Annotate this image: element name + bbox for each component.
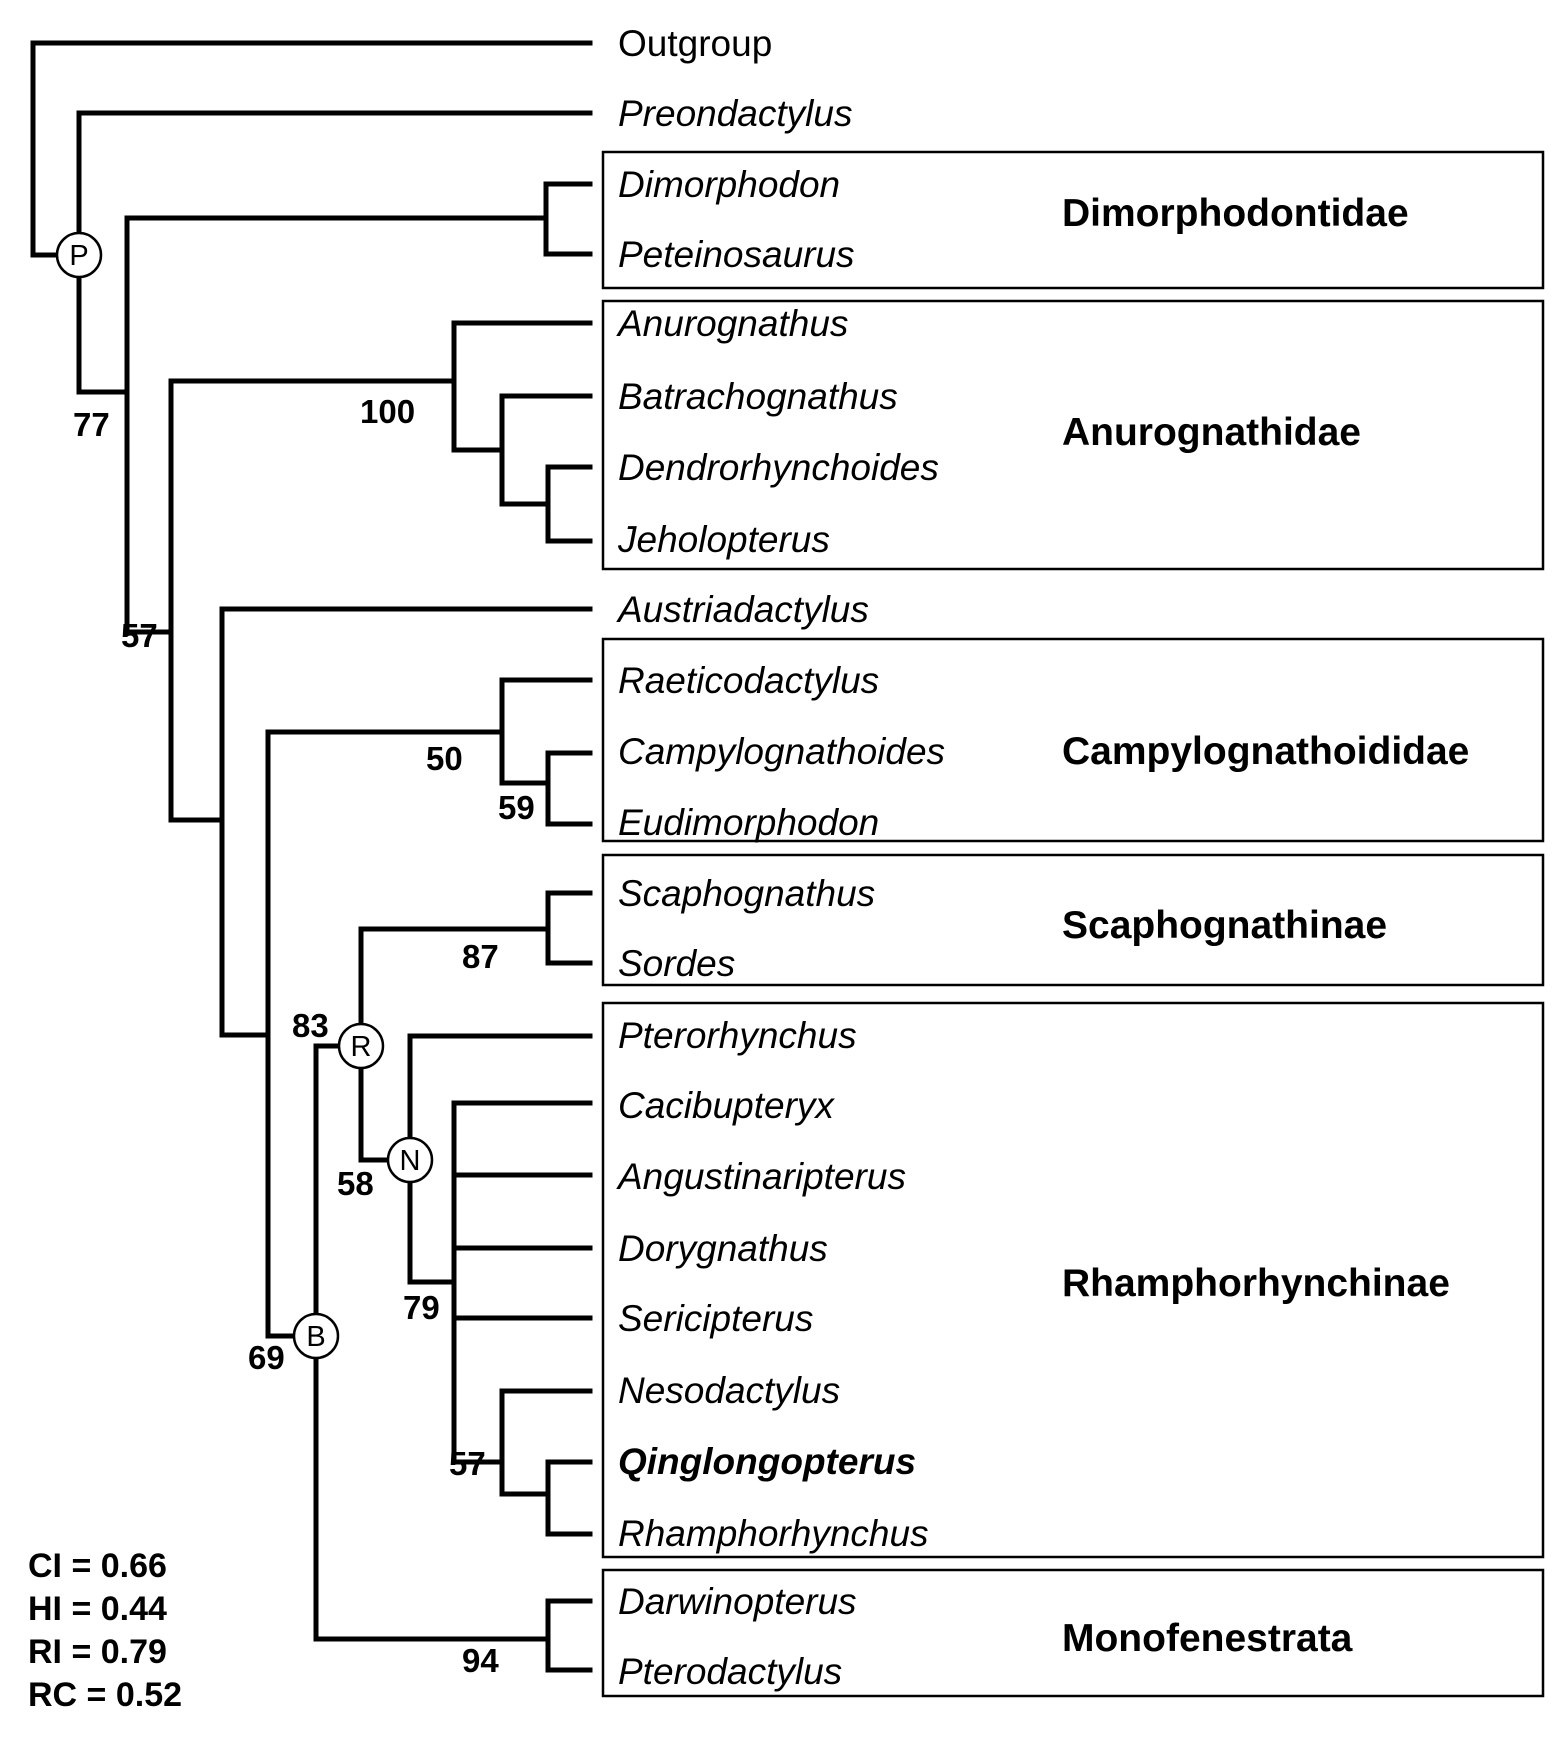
taxon-outgroup: Outgroup (618, 23, 772, 64)
taxon-eudimorphodon: Eudimorphodon (618, 802, 879, 843)
taxon-dendrorhynchoides: Dendrorhynchoides (618, 447, 939, 488)
clade-box-rhamphorhynchinae (601, 1001, 1545, 1559)
stat-rc: RC = 0.52 (28, 1676, 182, 1714)
stat-ri: RI = 0.79 (28, 1633, 167, 1671)
clade-label-dimorphodontidae: Dimorphodontidae (1062, 192, 1409, 235)
taxon-anurognathus: Anurognathus (616, 303, 848, 344)
clade-label-campylognathoididae: Campylognathoididae (1062, 730, 1469, 773)
taxon-labels: Outgroup Preondactylus Dimorphodon Petei… (616, 23, 945, 1692)
stat-ci: CI = 0.66 (28, 1547, 167, 1585)
clade-box-scaphognathinae (601, 853, 1545, 987)
taxon-pterorhynchus: Pterorhynchus (618, 1015, 857, 1056)
support-83: 83 (292, 1007, 329, 1044)
support-69: 69 (248, 1339, 285, 1376)
support-79: 79 (403, 1289, 440, 1326)
taxon-raeticodactylus: Raeticodactylus (618, 660, 879, 701)
taxon-angustinaripterus: Angustinaripterus (616, 1156, 906, 1197)
support-77: 77 (73, 406, 110, 443)
node-label-r: R (351, 1031, 372, 1063)
taxon-sericipterus: Sericipterus (618, 1298, 813, 1339)
clade-box-dimorphodontidae (601, 150, 1545, 290)
taxon-dimorphodon: Dimorphodon (618, 164, 840, 205)
taxon-cacibupteryx: Cacibupteryx (618, 1085, 835, 1126)
clade-label-scaphognathinae: Scaphognathinae (1062, 904, 1387, 947)
clade-label-anurognathidae: Anurognathidae (1062, 411, 1361, 454)
node-marker-r: R (337, 1022, 385, 1070)
node-marker-b: B (292, 1312, 340, 1360)
clade-label-monofenestrata: Monofenestrata (1062, 1617, 1353, 1660)
taxon-austriadactylus: Austriadactylus (616, 589, 869, 630)
support-50: 50 (426, 740, 463, 777)
clade-box-monofenestrata (601, 1568, 1545, 1698)
support-58: 58 (337, 1165, 374, 1202)
support-57-basal: 57 (121, 617, 158, 654)
tree-branches (30, 40, 593, 1673)
support-59: 59 (498, 789, 535, 826)
taxon-rhamphorhynchus: Rhamphorhynchus (618, 1513, 929, 1554)
node-label-b: B (306, 1321, 325, 1353)
taxon-sordes: Sordes (618, 943, 735, 984)
branch-outgroup (30, 40, 593, 258)
clade-box-anurognathidae (601, 299, 1545, 571)
node-marker-n: N (386, 1136, 434, 1184)
tree-statistics: CI = 0.66 HI = 0.44 RI = 0.79 RC = 0.52 (28, 1547, 182, 1714)
taxon-pterodactylus: Pterodactylus (618, 1651, 842, 1692)
taxon-dorygnathus: Dorygnathus (618, 1228, 828, 1269)
taxon-qinglongopterus: Qinglongopterus (618, 1441, 916, 1482)
taxon-campylognathoides: Campylognathoides (618, 731, 945, 772)
taxon-jeholopterus: Jeholopterus (617, 519, 830, 560)
stat-hi: HI = 0.44 (28, 1590, 167, 1628)
taxon-peteinosaurus: Peteinosaurus (618, 234, 855, 275)
clade-label-rhamphorhynchinae: Rhamphorhynchinae (1062, 1262, 1450, 1305)
taxon-preondactylus: Preondactylus (618, 93, 852, 134)
support-57-rhamph: 57 (449, 1445, 486, 1482)
support-100: 100 (360, 393, 415, 430)
clade-box-campylognathoididae (601, 637, 1545, 843)
support-87: 87 (462, 938, 499, 975)
support-94: 94 (462, 1642, 499, 1679)
node-label-p: P (69, 240, 88, 272)
node-marker-p: P (55, 231, 103, 279)
taxon-batrachognathus: Batrachognathus (618, 376, 898, 417)
clade-labels: Dimorphodontidae Anurognathidae Campylog… (1062, 192, 1469, 1660)
taxon-scaphognathus: Scaphognathus (618, 873, 875, 914)
taxon-nesodactylus: Nesodactylus (618, 1370, 840, 1411)
support-values: 77 57 100 50 59 87 83 58 79 69 57 94 (73, 393, 535, 1679)
node-label-n: N (400, 1145, 421, 1177)
taxon-darwinopterus: Darwinopterus (618, 1581, 857, 1622)
